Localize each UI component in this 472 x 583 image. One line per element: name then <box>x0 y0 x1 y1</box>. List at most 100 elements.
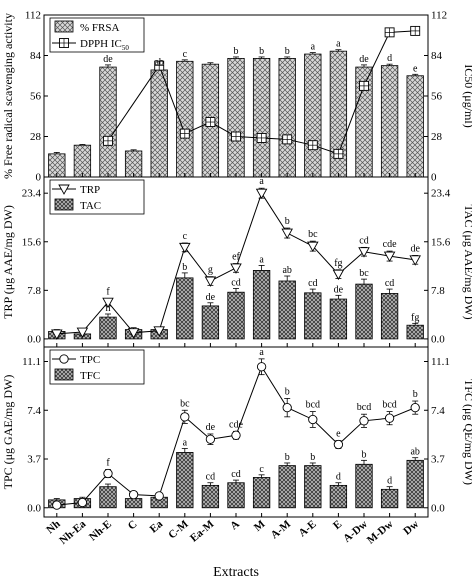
point-trp-nh-e <box>102 297 114 309</box>
x-tick-label-a: A <box>228 518 242 532</box>
y-axis-label-right: TFC (μg QE/mg DW) <box>462 379 472 485</box>
letter-tpc-m: a <box>259 347 264 358</box>
legend-label-subscript: 50 <box>122 44 130 52</box>
y-tick-label-left: 3.7 <box>27 454 41 466</box>
y-tick-label-left: 0.0 <box>27 502 41 514</box>
y-axis-label-right: TAC (μg AAE/mg DW) <box>462 204 472 319</box>
point-tpc-a-m <box>282 402 292 413</box>
letter-frsa-e: a <box>336 39 341 50</box>
y-tick-label-left: 84 <box>30 50 42 62</box>
x-tick-label-a-m: A-M <box>269 518 294 542</box>
bar-tac-a <box>227 291 245 340</box>
bar-tac-e <box>329 298 348 340</box>
point-trp-e <box>332 269 345 281</box>
letter-trp-m: a <box>259 176 264 187</box>
significance-letters: de abc b b b a ade de <box>103 39 418 75</box>
y-tick-label-left: 28 <box>30 131 42 143</box>
point-trp-c <box>127 328 140 339</box>
point-trp-m <box>255 188 268 200</box>
x-tick-label-m: M <box>252 518 268 534</box>
legend-top: % FRSA DPPH IC50 <box>49 17 145 53</box>
x-tick-label-nh-ea: Nh-Ea <box>57 518 89 547</box>
x-axis-label: Extracts <box>213 565 259 580</box>
bar-tfc-a-m <box>278 465 296 509</box>
letter-trp-ea-m: g <box>208 265 213 276</box>
legend-label-tfc: TFC <box>80 370 100 382</box>
bar-tfc-c <box>124 498 143 509</box>
point-tpc-nh-ea <box>77 497 88 508</box>
point-tpc-c <box>128 489 139 500</box>
x-tick-label-c-m: C-M <box>166 518 191 542</box>
letter-tpc-a-dw: bcd <box>357 402 371 413</box>
bar-tfc-c-m <box>176 452 194 509</box>
letter-tpc-dw: b <box>413 389 418 400</box>
letter-trp-c-m: c <box>183 231 188 242</box>
y-tick-label-right: 84 <box>431 50 443 62</box>
letter-trp-a-dw: cd <box>359 235 368 246</box>
letter-frsa-ea: ab <box>154 57 163 68</box>
bar-tfc-ea-m <box>201 484 220 509</box>
bar-tfc-a <box>227 482 245 509</box>
letter-frsa-dw: e <box>413 63 418 74</box>
point-trp-nh <box>51 329 63 340</box>
letter-trp-a: ef <box>232 252 240 263</box>
y-tick-label-left: 15.6 <box>22 236 42 248</box>
bar-frsa-nh-e <box>99 66 117 178</box>
letter-tac-c-m: b <box>182 262 187 273</box>
point-trp-c-m <box>179 242 191 254</box>
letter-tfc-a-dw: b <box>362 449 367 460</box>
y-tick-label-left: 56 <box>30 91 42 103</box>
x-tick-label-a-dw: A-Dw <box>341 518 370 545</box>
y-tick-label-left: 23.4 <box>22 188 42 200</box>
legend-marker-trp <box>58 184 70 195</box>
point-trp-a-dw <box>358 247 370 258</box>
y-axis-label-right: IC50 (μg/ml) <box>462 64 472 127</box>
bar-tfc-m-dw <box>380 488 399 509</box>
point-tpc-e <box>333 439 344 450</box>
letter-tfc-dw: ab <box>410 447 419 458</box>
point-tpc-a <box>231 430 241 440</box>
bar-tac-m <box>252 270 271 340</box>
legend-label-tac: TAC <box>80 200 101 212</box>
bar-frsa-m <box>252 57 271 178</box>
y-tick-label-right: 7.8 <box>431 285 445 297</box>
legend-middle: TRP TAC <box>49 179 145 215</box>
x-tick-label-nh: Nh <box>44 518 62 536</box>
point-tpc-a-dw <box>359 416 369 426</box>
legend-swatch-frsa <box>54 20 74 33</box>
letter-tfc-ea-m: cd <box>206 472 215 483</box>
bar-frsa-a-e <box>304 53 322 178</box>
letter-tac-a: cd <box>231 277 240 288</box>
letter-tfc-a: cd <box>231 469 240 480</box>
y-tick-label-left: 11.1 <box>22 356 41 368</box>
x-tick-label-ea-m: Ea-M <box>188 518 217 545</box>
bars-frsa <box>48 50 424 178</box>
letter-tac-m-dw: cd <box>385 278 394 289</box>
letter-tfc-m-dw: d <box>387 476 392 487</box>
bar-tfc-e <box>329 484 348 509</box>
letter-trp-nh-e: f <box>106 286 110 297</box>
point-tpc-dw <box>410 402 420 413</box>
x-tick-label-ea: Ea <box>148 518 166 536</box>
letter-frsa-a-e: a <box>311 42 316 53</box>
line-dpph-ic50 <box>103 25 421 159</box>
letter-trp-a-m: b <box>285 216 290 227</box>
letter-tac-a-m: ab <box>282 265 291 276</box>
letter-tpc-nh-e: f <box>106 458 110 469</box>
bar-tac-ea-m <box>201 305 220 340</box>
letter-trp-e: fg <box>334 258 342 269</box>
bar-tfc-a-e <box>304 465 322 509</box>
letter-tac-e: de <box>334 284 344 295</box>
letter-tpc-m-dw: bcd <box>382 400 396 411</box>
letter-extra-0: h <box>106 303 111 314</box>
bar-frsa-a-m <box>278 57 296 178</box>
y-tick-label-right: 7.4 <box>431 405 445 417</box>
y-tick-label-left: 7.8 <box>27 285 41 297</box>
letter-trp-a-e: bc <box>308 229 318 240</box>
letter-frsa-a-m: b <box>285 46 290 57</box>
letter-tpc-a-e: bcd <box>306 400 320 411</box>
point-trp-a <box>230 263 242 274</box>
